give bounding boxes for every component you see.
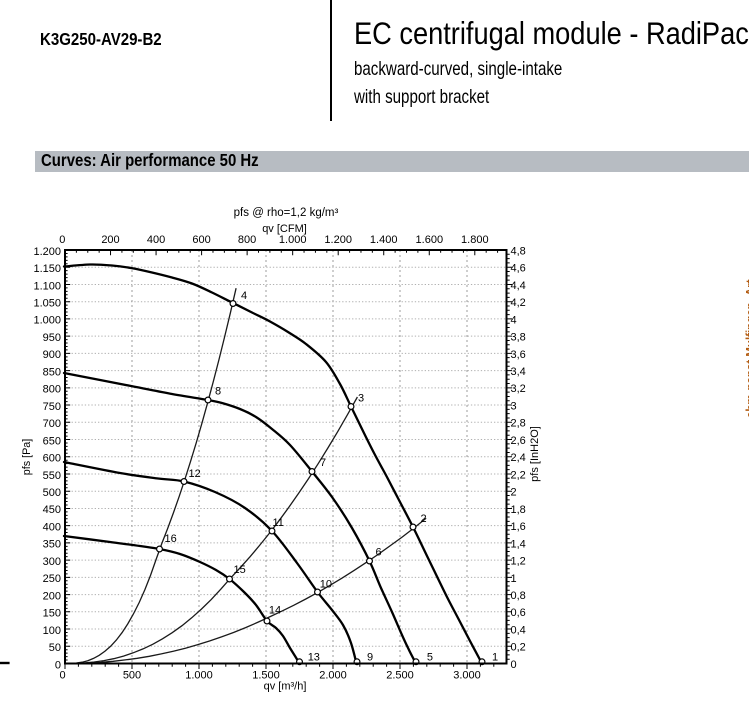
svg-text:1.100: 1.100 <box>33 280 61 292</box>
svg-text:0: 0 <box>59 669 65 681</box>
svg-text:2,6: 2,6 <box>511 435 526 447</box>
svg-text:50: 50 <box>49 642 61 654</box>
svg-text:500: 500 <box>43 487 61 499</box>
svg-text:3.000: 3.000 <box>453 669 481 681</box>
svg-text:0: 0 <box>55 659 61 671</box>
svg-text:3,6: 3,6 <box>511 349 526 361</box>
svg-text:1.200: 1.200 <box>33 246 61 258</box>
svg-text:10: 10 <box>320 578 332 590</box>
svg-text:2: 2 <box>421 513 427 525</box>
svg-text:800: 800 <box>238 234 256 246</box>
svg-text:100: 100 <box>43 625 61 637</box>
svg-text:250: 250 <box>43 573 61 585</box>
svg-text:950: 950 <box>43 332 61 344</box>
svg-text:4,6: 4,6 <box>511 263 526 275</box>
svg-text:14: 14 <box>269 605 281 617</box>
svg-text:4: 4 <box>241 290 247 302</box>
svg-text:4,8: 4,8 <box>511 245 526 257</box>
svg-text:5: 5 <box>427 651 433 663</box>
svg-text:1,4: 1,4 <box>511 538 526 550</box>
svg-text:16: 16 <box>165 533 177 545</box>
svg-text:0: 0 <box>59 234 65 246</box>
svg-text:3: 3 <box>511 401 517 413</box>
svg-text:1.600: 1.600 <box>416 234 444 246</box>
svg-text:8: 8 <box>215 386 221 398</box>
svg-text:0,8: 0,8 <box>511 590 526 602</box>
svg-text:450: 450 <box>43 504 61 516</box>
svg-text:700: 700 <box>43 418 61 430</box>
svg-text:11: 11 <box>273 517 284 529</box>
svg-text:0,2: 0,2 <box>511 642 526 654</box>
svg-text:600: 600 <box>192 234 210 246</box>
svg-text:6: 6 <box>376 547 382 559</box>
svg-text:pfs [Pa]: pfs [Pa] <box>21 439 33 476</box>
svg-text:300: 300 <box>43 556 61 568</box>
svg-text:pfs @ rho=1,2 kg/m³: pfs @ rho=1,2 kg/m³ <box>234 207 339 219</box>
svg-text:1.150: 1.150 <box>33 263 61 275</box>
svg-text:1,2: 1,2 <box>511 556 526 568</box>
svg-text:4: 4 <box>511 314 517 326</box>
svg-text:350: 350 <box>43 539 61 551</box>
svg-text:0,4: 0,4 <box>511 624 526 636</box>
svg-text:ebm-papst Mulfingen: ebm-papst Mulfingen <box>746 302 749 418</box>
svg-text:12: 12 <box>189 468 201 480</box>
svg-text:1,8: 1,8 <box>511 504 526 516</box>
svg-text:1: 1 <box>492 651 498 663</box>
svg-text:1.400: 1.400 <box>370 234 398 246</box>
svg-text:3,8: 3,8 <box>511 332 526 344</box>
svg-text:850: 850 <box>43 366 61 378</box>
svg-text:13: 13 <box>308 651 320 663</box>
svg-text:2,4: 2,4 <box>511 452 526 464</box>
svg-text:2,8: 2,8 <box>511 418 526 430</box>
svg-text:2.500: 2.500 <box>386 669 414 681</box>
svg-text:Art: Art <box>746 279 749 296</box>
svg-text:1.050: 1.050 <box>33 298 61 310</box>
svg-text:1: 1 <box>511 573 517 585</box>
svg-text:200: 200 <box>101 234 119 246</box>
svg-text:pfs [InH2O]: pfs [InH2O] <box>529 426 541 482</box>
svg-text:3,4: 3,4 <box>511 366 526 378</box>
svg-text:2: 2 <box>511 487 517 499</box>
svg-text:1,6: 1,6 <box>511 521 526 533</box>
svg-text:550: 550 <box>43 470 61 482</box>
svg-text:1.000: 1.000 <box>185 669 213 681</box>
svg-text:1.000: 1.000 <box>33 315 61 327</box>
svg-text:1.500: 1.500 <box>252 669 280 681</box>
svg-text:15: 15 <box>234 564 246 576</box>
svg-text:qv [m³/h]: qv [m³/h] <box>264 681 307 693</box>
svg-text:0: 0 <box>511 659 517 671</box>
svg-text:1.000: 1.000 <box>279 234 307 246</box>
svg-text:7: 7 <box>320 457 326 469</box>
svg-text:4,4: 4,4 <box>511 280 526 292</box>
svg-text:150: 150 <box>43 608 61 620</box>
svg-text:2.000: 2.000 <box>319 669 347 681</box>
svg-text:200: 200 <box>43 590 61 602</box>
svg-text:800: 800 <box>43 384 61 396</box>
svg-text:9: 9 <box>367 651 373 663</box>
svg-text:0,6: 0,6 <box>511 607 526 619</box>
svg-text:3: 3 <box>358 393 364 405</box>
svg-text:500: 500 <box>123 669 141 681</box>
svg-text:2,2: 2,2 <box>511 469 526 481</box>
svg-text:900: 900 <box>43 349 61 361</box>
svg-text:750: 750 <box>43 401 61 413</box>
svg-text:qv [CFM]: qv [CFM] <box>262 223 307 235</box>
svg-text:4,2: 4,2 <box>511 297 526 309</box>
svg-text:600: 600 <box>43 453 61 465</box>
svg-text:3,2: 3,2 <box>511 383 526 395</box>
svg-text:400: 400 <box>43 522 61 534</box>
svg-text:650: 650 <box>43 435 61 447</box>
svg-text:1.200: 1.200 <box>324 234 352 246</box>
svg-text:1.800: 1.800 <box>461 234 489 246</box>
svg-text:400: 400 <box>147 234 165 246</box>
